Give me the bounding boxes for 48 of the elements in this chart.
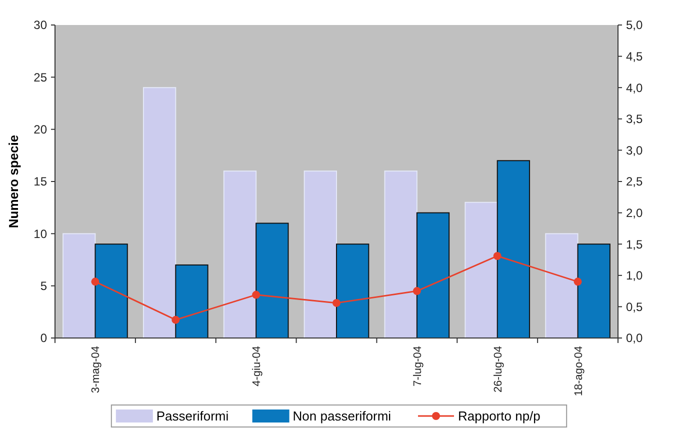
y-tick-label: 5 [40, 279, 48, 294]
legend-label: Passeriformi [156, 408, 229, 424]
legend-label: Rapporto np/p [458, 408, 540, 424]
y-tick-label: 20 [34, 122, 48, 137]
y-tick-label: 10 [34, 226, 48, 241]
y2-tick-label: 4,5 [626, 50, 644, 64]
bar [304, 170, 337, 338]
y2-tick-label: 4,0 [626, 80, 644, 95]
y2-tick-label: 3,0 [626, 143, 644, 158]
x-tick-label: 3-mag-04 [90, 346, 102, 394]
y-tick-label: 15 [34, 174, 48, 189]
point [252, 290, 260, 299]
bar [545, 233, 578, 338]
legend-label: Non passeriformi [292, 408, 392, 424]
point [172, 316, 180, 324]
y-tick-label: 0 [40, 331, 48, 346]
bar [496, 160, 530, 338]
bar [142, 87, 176, 338]
bar [464, 202, 498, 338]
y-tick-label: 25 [34, 70, 48, 84]
bar [336, 244, 370, 338]
x-tick-label: 7-lug-04 [412, 346, 424, 386]
point [493, 252, 502, 260]
y2-tick-label: 0,0 [626, 331, 644, 346]
y-axis-title: Numero specie [6, 134, 21, 228]
y-tick-label: 30 [34, 18, 48, 32]
y2-tick-label: 5,0 [626, 18, 644, 32]
x-tick-label: 4-giu-04 [251, 346, 264, 386]
bar [94, 244, 128, 338]
point [332, 298, 340, 307]
y2-tick-label: 1,0 [626, 268, 644, 283]
point [412, 287, 421, 296]
bar [175, 264, 208, 338]
y2-tick-label: 3,5 [626, 112, 644, 126]
bar [62, 233, 96, 338]
y2-tick-label: 2,5 [626, 174, 644, 189]
x-tick-label: 18-ago-04 [572, 346, 585, 396]
y2-tick-label: 0,5 [626, 300, 644, 314]
point [91, 278, 100, 286]
point [574, 278, 582, 286]
bar [416, 212, 450, 338]
x-tick-label: 26-lug-04 [492, 346, 504, 392]
bar [577, 244, 610, 338]
bar [384, 170, 418, 338]
bar [223, 170, 257, 338]
y2-tick-label: 2,0 [626, 206, 644, 220]
bar [256, 222, 289, 338]
y2-tick-label: 1,5 [626, 237, 644, 252]
